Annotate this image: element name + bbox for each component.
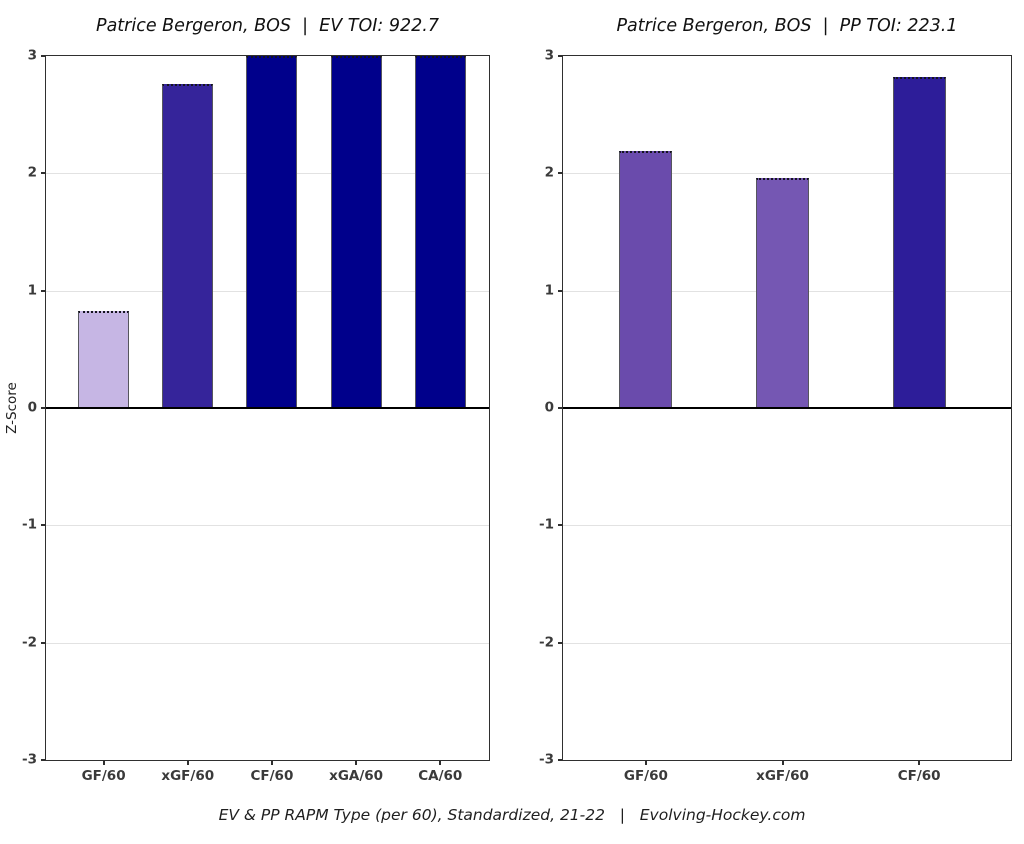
x-tick-mark: [102, 760, 105, 765]
zero-baseline: [563, 407, 1011, 409]
grid-line: [563, 642, 1011, 644]
x-tick-label: CF/60: [250, 768, 294, 784]
y-tick-mark: [41, 524, 46, 527]
figure-caption: EV & PP RAPM Type (per 60), Standardized…: [218, 806, 806, 824]
bar-CF/60: [246, 56, 298, 408]
grid-line: [563, 525, 1011, 527]
ev-rapm-panel: 3 2 1 0 -1 -2 -3 GF/60 xGF/60 CF/60 xGA/60 CA/60: [22, 49, 490, 784]
right-panel-title: Patrice Bergeron, BOS | PP TOI: 223.1: [616, 16, 958, 36]
pp-rapm-panel: 3 2 1 0 -1 -2 -3 GF/60 xGF/60 CF/60: [539, 49, 1012, 784]
x-tick-label: xGA/60: [329, 768, 384, 784]
y-tick-mark: [41, 641, 46, 644]
x-tick-mark: [439, 760, 442, 765]
x-tick-label: xGF/60: [161, 768, 215, 784]
zero-baseline: [46, 407, 489, 409]
y-tick-label: 0: [27, 399, 37, 416]
y-tick-mark: [558, 289, 563, 292]
y-tick-mark: [558, 55, 563, 57]
y-tick-label: 3: [544, 47, 554, 64]
y-tick-mark: [558, 172, 563, 175]
x-tick-mark: [918, 760, 921, 765]
bar-CA/60: [414, 56, 466, 408]
grid-line: [46, 525, 489, 527]
y-tick-mark: [41, 172, 46, 175]
y-tick-mark: [558, 641, 563, 644]
y-tick-mark: [41, 289, 46, 292]
y-tick-label: 2: [544, 164, 554, 181]
bar-GF/60: [619, 151, 673, 408]
bar-xGF/60: [756, 178, 809, 408]
x-tick-label: GF/60: [623, 768, 668, 784]
grid-line: [46, 642, 489, 644]
y-tick-mark: [41, 759, 46, 761]
y-tick-label: -1: [22, 516, 37, 533]
y-tick-mark: [41, 55, 46, 57]
bar-xGF/60: [162, 84, 214, 408]
y-tick-label: -1: [539, 516, 554, 533]
y-tick-mark: [41, 407, 46, 409]
x-tick-mark: [644, 760, 647, 765]
y-tick-label: 1: [544, 281, 554, 298]
x-tick-mark: [781, 760, 784, 765]
x-tick-label: GF/60: [81, 768, 126, 784]
bar-GF/60: [78, 310, 130, 408]
x-tick-label: xGF/60: [756, 768, 809, 784]
y-tick-label: -3: [22, 751, 37, 768]
x-tick-mark: [355, 760, 358, 765]
x-tick-label: CF/60: [897, 768, 941, 784]
y-tick-label: -2: [22, 633, 37, 650]
x-tick-label: CA/60: [418, 768, 463, 784]
bar-CF/60: [892, 77, 946, 408]
y-tick-label: 0: [544, 399, 554, 416]
left-panel-title: Patrice Bergeron, BOS | EV TOI: 922.7: [96, 16, 439, 36]
y-axis-label: Z-Score: [4, 382, 20, 434]
grid-line: [563, 173, 1011, 175]
x-tick-mark: [186, 760, 189, 765]
y-tick-label: 3: [27, 47, 37, 64]
y-tick-mark: [558, 524, 563, 527]
y-tick-label: 1: [27, 281, 37, 298]
y-tick-mark: [558, 407, 563, 409]
y-tick-mark: [558, 759, 563, 761]
bar-xGA/60: [330, 56, 382, 408]
x-tick-mark: [270, 760, 273, 765]
y-tick-label: -3: [539, 751, 554, 768]
y-tick-label: 2: [27, 164, 37, 181]
y-tick-label: -2: [539, 633, 554, 650]
